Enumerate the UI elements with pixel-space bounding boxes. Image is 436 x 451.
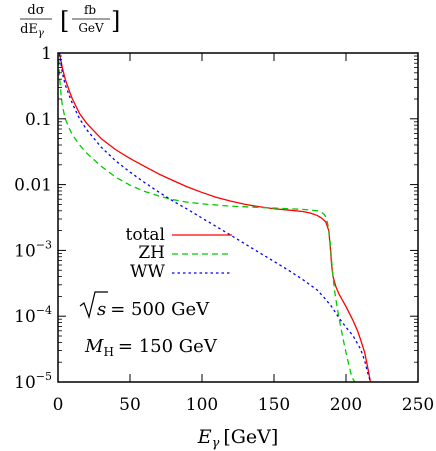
legend-label-ww: WW <box>130 262 165 282</box>
annotation-higgs-mass-text: MH = 150 GeV <box>84 336 218 359</box>
x-tick-label: 250 <box>402 395 434 415</box>
y-tick-label: 10−3 <box>14 238 52 261</box>
x-tick-label: 200 <box>330 395 362 415</box>
series-line-ww <box>58 53 372 382</box>
y-tick-label: 0.1 <box>25 110 52 130</box>
series-line-total <box>58 53 372 382</box>
y-label-unit-denominator: GeV <box>78 21 104 35</box>
y-tick-label: 1 <box>41 44 52 64</box>
annotation-sqrt-s-text: s = 500 GeV <box>97 299 210 320</box>
legend: total ZH WW <box>126 225 232 282</box>
x-tick-label: 100 <box>186 395 218 415</box>
ticks-layer: 0 50 100 150 200 250 1 0.1 0.01 10−3 10−4 10−5 <box>14 44 434 415</box>
y-label-numerator: dσ <box>27 3 44 18</box>
y-label-unit-numerator: fb <box>84 3 96 17</box>
y-label-right-bracket: ] <box>111 7 120 35</box>
annotation-higgs-mass: MH = 150 GeV <box>84 336 218 359</box>
series-line-zh <box>58 59 356 382</box>
legend-label-zh: ZH <box>138 243 165 263</box>
series-layer <box>58 53 372 382</box>
plot-frame <box>57 52 419 383</box>
x-tick-label: 150 <box>258 395 290 415</box>
y-label-left-bracket: [ <box>60 7 69 35</box>
x-tick-label: 50 <box>119 395 141 415</box>
x-tick-label: 0 <box>53 395 64 415</box>
y-tick-label: 10−5 <box>14 370 52 393</box>
annotation-sqrt-s: s = 500 GeV <box>79 291 210 320</box>
y-label-denominator: dEγ <box>20 22 44 39</box>
y-tick-label: 0.01 <box>14 176 52 196</box>
sqrt-sign <box>79 291 108 320</box>
x-axis-label: Eγ [GeV] <box>197 426 279 451</box>
y-axis-label: dσ dEγ [ fb GeV ] <box>20 3 120 39</box>
y-tick-label: 10−4 <box>14 304 52 327</box>
legend-label-total: total <box>126 225 165 245</box>
